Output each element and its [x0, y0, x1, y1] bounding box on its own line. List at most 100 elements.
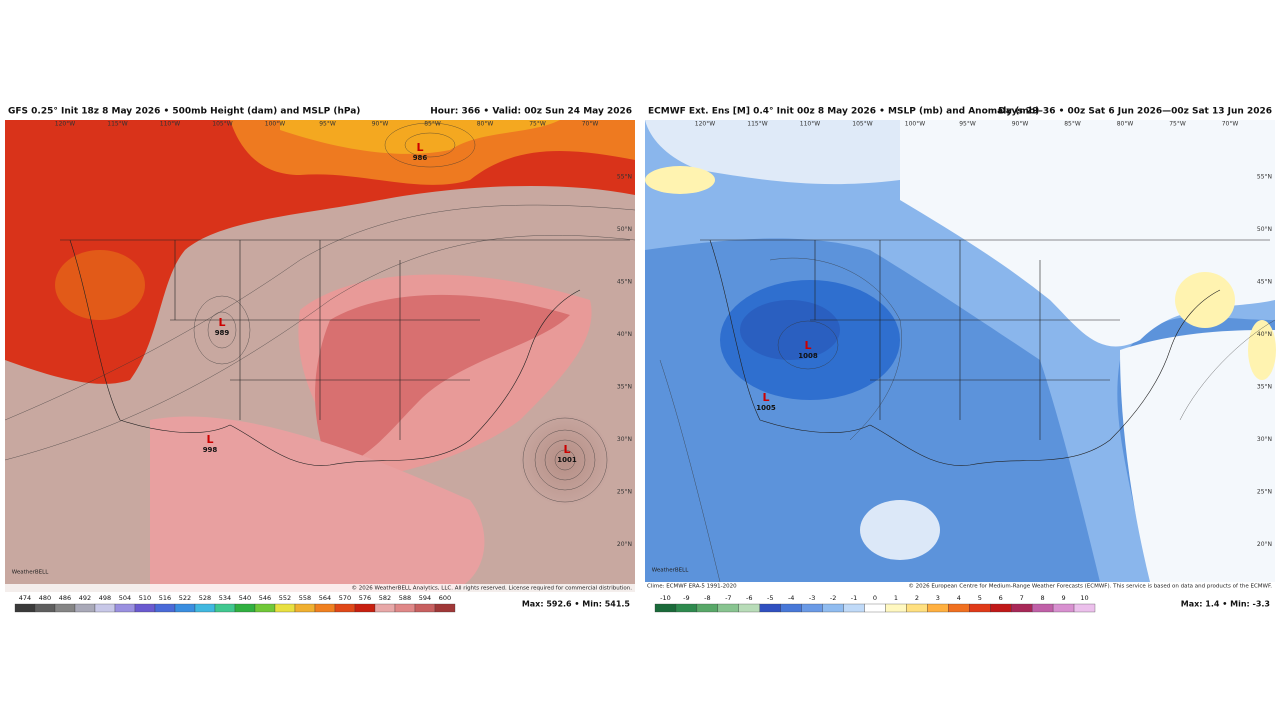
stats: Max: 592.6 • Min: 541.5: [522, 600, 631, 609]
lon-label: 85°W: [424, 121, 441, 128]
colorbar-swatch: [234, 603, 256, 613]
clime: Clime: ECMWF ERA-5 1991-2020: [647, 584, 737, 590]
low-symbol: L: [218, 316, 225, 329]
colorbar-label: 10: [1080, 594, 1088, 602]
colorbar-swatch: [114, 603, 136, 613]
colorbar-swatch: [948, 603, 970, 613]
lon-label: 100°W: [905, 121, 925, 128]
colorbar-swatch: [801, 603, 823, 613]
isobars: [659, 257, 1276, 583]
negative-anomaly: [740, 300, 840, 360]
low-symbol: L: [563, 443, 570, 456]
lat-label: 25°N: [1257, 489, 1272, 496]
lat-label: 35°N: [617, 384, 632, 391]
colorbar-label: -6: [746, 594, 752, 602]
colorbar-label: 594: [419, 594, 431, 602]
colorbar-swatch: [927, 603, 949, 613]
colorbar-swatch: [885, 603, 907, 613]
colorbar-label: 540: [239, 594, 251, 602]
lon-label: 95°W: [319, 121, 336, 128]
colorbar-label: 2: [915, 594, 919, 602]
colorbar-swatch: [354, 603, 376, 613]
colorbar-swatch: [254, 603, 276, 613]
low-symbol: L: [762, 391, 769, 404]
colorbar-label: 528: [199, 594, 211, 602]
colorbar-label: 7: [1020, 594, 1024, 602]
borders: [700, 239, 1270, 466]
colorbar-label: -8: [704, 594, 710, 602]
lon-label: 90°W: [372, 121, 389, 128]
colorbar-swatch: [134, 603, 156, 613]
lon-label: 70°W: [582, 121, 599, 128]
colorbar-label: 5: [978, 594, 982, 602]
warm-core: [55, 250, 145, 320]
colorbar-swatch: [696, 603, 719, 613]
positive-anomaly: [1248, 320, 1276, 380]
lon-label: 110°W: [800, 121, 820, 128]
colorbar-swatch: [94, 603, 116, 613]
colorbar-swatch: [654, 603, 677, 613]
colorbar-label: 498: [99, 594, 111, 602]
lon-label: 110°W: [160, 121, 180, 128]
colorbar-swatch: [274, 603, 296, 613]
lat-label: 45°N: [1257, 279, 1272, 286]
colorbar-label: 474: [19, 594, 31, 602]
panel-title: GFS 0.25° Init 18z 8 May 2026 • 500mb He…: [8, 107, 360, 117]
colorbar-label: 6: [999, 594, 1003, 602]
lat-label: 45°N: [617, 279, 632, 286]
colorbar-label: -3: [809, 594, 815, 602]
lat-label: 20°N: [617, 541, 632, 548]
colorbar-swatch: [34, 603, 56, 613]
colorbar-label: 570: [339, 594, 351, 602]
lat-label: 55°N: [1257, 174, 1272, 181]
colorbar-label: -5: [767, 594, 773, 602]
colorbar-swatch: [843, 603, 865, 613]
lon-label: 105°W: [852, 121, 872, 128]
low-region: [520, 415, 610, 505]
colorbar-swatch: [822, 603, 844, 613]
low-pressure: 998: [203, 446, 218, 454]
lat-label: 50°N: [1257, 226, 1272, 233]
stats: Max: 1.4 • Min: -3.3: [1181, 600, 1270, 609]
colorbar-swatch: [294, 603, 316, 613]
colorbar-swatch: [374, 603, 396, 613]
lon-label: 75°W: [529, 121, 546, 128]
low-symbol: L: [804, 339, 811, 352]
colorbar-swatch: [1031, 603, 1054, 613]
colorbar-swatch: [174, 603, 196, 613]
colorbar-label: 582: [379, 594, 391, 602]
colorbar-swatch: [194, 603, 216, 613]
colorbar-swatch: [1011, 603, 1033, 613]
colorbar-label: 9: [1062, 594, 1066, 602]
copyright-bg: [645, 582, 1275, 590]
logo: WeatherBELL: [12, 570, 49, 576]
anomaly-neutral: [645, 120, 900, 185]
lat-label: 40°N: [617, 331, 632, 338]
left-panel: [4, 120, 636, 592]
colorbar-label: 0: [873, 594, 877, 602]
low-symbol: L: [416, 141, 423, 154]
ridge-yellow: [280, 120, 560, 154]
colorbar-swatch: [990, 603, 1012, 613]
isobars: [4, 122, 636, 503]
colorbar-label: 600: [439, 594, 451, 602]
red-pink-area: [315, 294, 570, 470]
colorbar-swatch: [906, 603, 928, 613]
colorbar-label: 486: [59, 594, 71, 602]
colorbar-label: 576: [359, 594, 371, 602]
lat-label: 40°N: [1257, 331, 1272, 338]
colorbar-label: -9: [683, 594, 689, 602]
lat-label: 30°N: [617, 436, 632, 443]
colorbar-label: 564: [319, 594, 331, 602]
lon-label: 70°W: [1222, 121, 1239, 128]
lon-label: 115°W: [107, 121, 127, 128]
colorbar-label: 534: [219, 594, 231, 602]
colorbar-swatch: [414, 603, 436, 613]
low-pressure: 1001: [557, 456, 577, 464]
colorbar-swatch: [334, 603, 356, 613]
lat-label: 55°N: [617, 174, 632, 181]
anomaly-neutral: [1120, 330, 1275, 582]
lat-label: 25°N: [617, 489, 632, 496]
lon-label: 100°W: [265, 121, 285, 128]
colorbar-label: -4: [788, 594, 794, 602]
